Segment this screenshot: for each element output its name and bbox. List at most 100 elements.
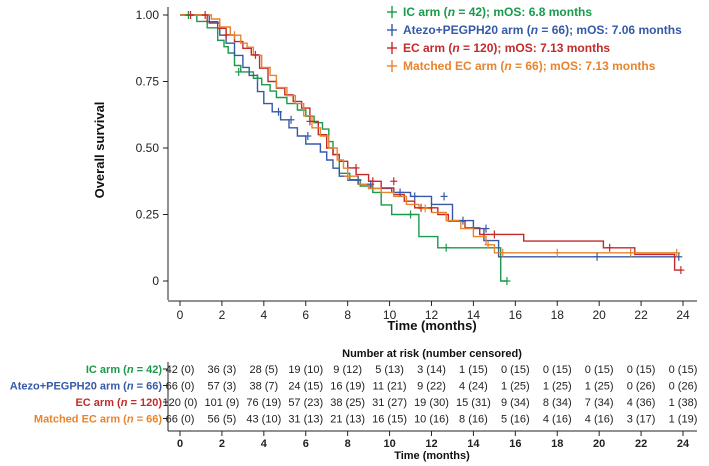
risk-cell-ic: 28 (5) — [249, 364, 278, 376]
risk-cell-atezo: 66 (0) — [166, 381, 195, 393]
y-tick-label: 0.75 — [136, 75, 160, 89]
risk-cell-ec: 8 (34) — [543, 397, 572, 409]
censor-mark-matched — [344, 172, 352, 181]
censor-mark-atezo — [593, 252, 601, 261]
censor-mark-ic — [235, 67, 243, 76]
risk-cell-atezo: 24 (15) — [288, 381, 323, 393]
risk-x-tick-label: 18 — [551, 438, 563, 450]
risk-row-label-ec: EC arm (n = 120) — [75, 397, 162, 409]
censor-mark-matched — [230, 31, 238, 40]
risk-cell-atezo: 0 (26) — [627, 381, 656, 393]
censor-mark-ic — [407, 210, 415, 219]
risk-cell-ic: 19 (10) — [288, 364, 323, 376]
legend-entry-atezo: Atezo+PEGPH20 arm (n = 66); mOS: 7.06 mo… — [387, 23, 682, 37]
risk-cell-matched: 56 (5) — [208, 414, 237, 426]
risk-cell-ec: 31 (27) — [372, 397, 407, 409]
censor-mark-atezo — [354, 176, 362, 185]
risk-table-title: Number at risk (number censored) — [342, 348, 522, 360]
legend-label-atezo: Atezo+PEGPH20 arm (n = 66); mOS: 7.06 mo… — [403, 23, 682, 37]
risk-cell-ec: 15 (31) — [456, 397, 491, 409]
x-tick-label: 14 — [467, 308, 481, 322]
risk-x-tick-label: 2 — [219, 438, 225, 450]
censor-mark-ec — [352, 163, 360, 172]
x-tick-label: 22 — [634, 308, 648, 322]
risk-x-tick-label: 24 — [677, 438, 690, 450]
x-tick-label: 20 — [592, 308, 606, 322]
risk-cell-matched: 21 (13) — [330, 414, 365, 426]
censor-mark-atezo — [482, 224, 490, 233]
risk-cell-matched: 31 (13) — [288, 414, 323, 426]
risk-cell-atezo: 9 (22) — [417, 381, 446, 393]
risk-cell-matched: 5 (16) — [501, 414, 530, 426]
risk-table-x-label: Time (months) — [394, 450, 470, 462]
legend-label-ic: IC arm (n = 42); mOS: 6.8 months — [403, 5, 592, 19]
censor-mark-atezo — [440, 192, 448, 201]
x-tick-label: 8 — [344, 308, 351, 322]
y-tick-label: 0.50 — [136, 141, 160, 155]
risk-cell-matched: 4 (16) — [585, 414, 614, 426]
risk-cell-matched: 10 (16) — [414, 414, 449, 426]
risk-cell-atezo: 1 (25) — [585, 381, 614, 393]
risk-cell-matched: 4 (16) — [543, 414, 572, 426]
risk-cell-ic: 36 (3) — [208, 364, 237, 376]
x-tick-label: 2 — [219, 308, 226, 322]
censor-mark-ec — [490, 230, 498, 239]
censor-mark-ec — [186, 11, 194, 19]
risk-cell-ic: 5 (13) — [375, 364, 404, 376]
risk-cell-atezo: 4 (24) — [459, 381, 488, 393]
risk-cell-ic: 42 (0) — [166, 364, 195, 376]
censor-mark-matched — [499, 248, 507, 257]
risk-x-tick-label: 10 — [383, 438, 395, 450]
risk-cell-ec: 4 (36) — [627, 397, 656, 409]
risk-x-tick-label: 12 — [425, 438, 437, 450]
y-axis-label: Overall survival — [92, 102, 107, 199]
censor-mark-matched — [421, 204, 429, 213]
risk-row-label-matched: Matched EC arm (n = 66) — [34, 414, 162, 426]
censor-mark-matched — [484, 240, 492, 249]
censor-mark-atezo — [396, 188, 404, 197]
risk-x-tick-label: 0 — [177, 438, 183, 450]
risk-cell-ic: 1 (15) — [459, 364, 488, 376]
curve-matched — [180, 14, 677, 254]
censor-mark-atezo — [304, 132, 312, 141]
censor-mark-ic — [503, 277, 511, 285]
risk-cell-ec: 9 (34) — [501, 397, 530, 409]
risk-cell-atezo: 11 (21) — [373, 381, 407, 393]
legend-label-ec: EC arm (n = 120); mOS: 7.13 months — [403, 41, 610, 55]
risk-x-tick-label: 4 — [261, 438, 268, 450]
risk-cell-ic: 9 (12) — [333, 364, 362, 376]
risk-cell-ec: 19 (30) — [414, 397, 449, 409]
censor-mark-ic — [254, 74, 262, 83]
risk-cell-matched: 1 (19) — [669, 414, 698, 426]
censor-marks — [184, 11, 685, 285]
x-tick-label: 4 — [260, 308, 267, 322]
curve-ic — [180, 14, 507, 282]
risk-cell-matched: 66 (0) — [166, 414, 195, 426]
censor-mark-matched — [673, 248, 681, 257]
risk-cell-atezo: 1 (25) — [501, 381, 530, 393]
x-tick-label: 6 — [302, 308, 309, 322]
risk-cell-ec: 1 (38) — [669, 397, 698, 409]
x-tick-label: 0 — [177, 308, 184, 322]
legend-entry-ec: EC arm (n = 120); mOS: 7.13 months — [387, 41, 610, 55]
censor-mark-ec — [306, 117, 314, 126]
y-tick-label: 0 — [152, 274, 159, 288]
risk-row-label-ic: IC arm (n = 42) — [86, 364, 162, 376]
risk-cell-atezo: 57 (3) — [208, 381, 237, 393]
legend-entry-ic: IC arm (n = 42); mOS: 6.8 months — [387, 5, 592, 19]
risk-cell-ic: 0 (15) — [585, 364, 614, 376]
risk-table: IC arm (n = 42) 42 (0) 36 (3) 28 (5) 19 (10)… — [10, 362, 698, 450]
censor-mark-ec — [428, 203, 435, 212]
censor-mark-atezo — [411, 192, 419, 201]
x-tick-label: 16 — [509, 308, 523, 322]
risk-cell-ic: 0 (15) — [543, 364, 572, 376]
risk-cell-matched: 16 (15) — [372, 414, 407, 426]
risk-cell-ic: 3 (14) — [417, 364, 446, 376]
y-tick-label: 0.25 — [136, 208, 160, 222]
curve-atezo — [180, 14, 679, 258]
risk-cell-ec: 101 (9) — [204, 397, 239, 409]
censor-mark-atezo — [275, 107, 283, 116]
legend: IC arm (n = 42); mOS: 6.8 months Atezo+PE… — [387, 5, 682, 73]
x-tick-label: 24 — [676, 308, 690, 322]
